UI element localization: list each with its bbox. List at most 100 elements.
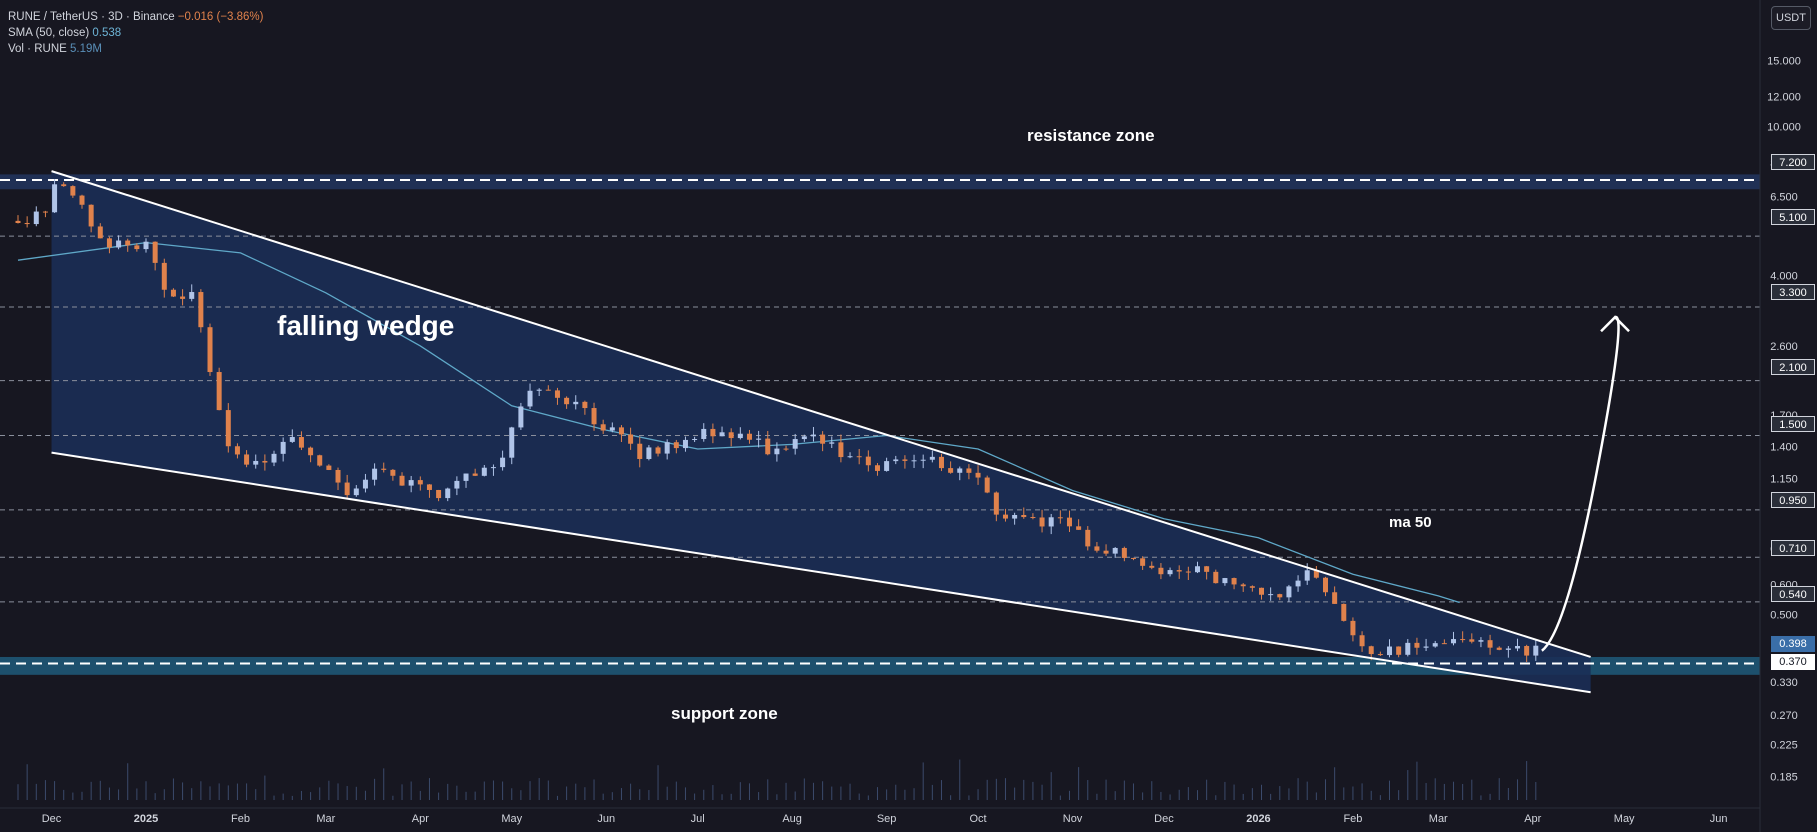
- candle-down: [1350, 620, 1356, 636]
- currency-unit-button[interactable]: USDT: [1771, 6, 1811, 30]
- volume-bar: [438, 792, 440, 800]
- volume-bar: [465, 791, 467, 800]
- candle-down: [170, 289, 176, 297]
- sma-50-line: [17, 241, 1460, 604]
- volume-bar: [639, 789, 641, 800]
- volume-bar: [1178, 789, 1180, 800]
- candle-up: [1505, 648, 1511, 650]
- candle-down: [1158, 567, 1164, 575]
- candle-down: [317, 455, 323, 466]
- time-axis[interactable]: Dec 2025 Feb Mar Apr May Jun Jul Aug Sep Oct Nov Dec…: [42, 813, 1728, 825]
- candle-down: [472, 473, 478, 476]
- candle-up: [737, 433, 743, 439]
- candle-up: [920, 459, 926, 461]
- time-axis-tick: Feb: [1343, 813, 1362, 825]
- volume-bar: [35, 783, 37, 800]
- candle-down: [591, 408, 597, 425]
- price-change: −0.016 (−3.86%): [177, 11, 264, 23]
- volume-bar: [273, 795, 275, 800]
- volume-bar: [1389, 780, 1391, 800]
- volume-bar: [1279, 786, 1281, 800]
- volume-bar: [1206, 779, 1208, 800]
- candle-down: [344, 482, 350, 496]
- candle-up: [1012, 514, 1018, 519]
- candle-down: [1341, 603, 1347, 621]
- falling-wedge-label: falling wedge: [277, 310, 455, 341]
- volume-bar: [547, 780, 549, 800]
- legend-symbol-row[interactable]: RUNE / TetherUS · 3D · Binance −0.016 (−…: [8, 9, 263, 25]
- volume-bar: [657, 765, 659, 800]
- candle-down: [1176, 570, 1182, 572]
- candle-down: [244, 454, 250, 465]
- candle-up: [280, 441, 286, 454]
- candle-up: [1515, 646, 1521, 649]
- volume-bar: [1471, 779, 1473, 800]
- level-price-tag: 0.710: [1771, 540, 1815, 556]
- candle-up: [829, 442, 835, 444]
- volume-value: 5.19M: [70, 43, 102, 55]
- volume-bar: [1498, 778, 1500, 800]
- volume-layer: [17, 759, 1537, 800]
- price-axis-tick: 4.000: [1770, 271, 1798, 283]
- volume-bar: [310, 792, 312, 800]
- candle-down: [984, 477, 990, 493]
- projection-arrow: [1541, 315, 1620, 652]
- candle-up: [372, 468, 378, 480]
- volume-bar: [319, 787, 321, 800]
- volume-bar: [1169, 794, 1171, 800]
- level-price-tag: 5.100: [1771, 209, 1815, 225]
- volume-bar: [191, 788, 193, 800]
- time-axis-tick: Sep: [877, 813, 897, 825]
- candle-down: [1185, 571, 1191, 573]
- volume-bar: [264, 775, 266, 800]
- candle-down: [820, 434, 826, 444]
- candle-up: [362, 479, 368, 489]
- level-price-tag: 3.300: [1771, 284, 1815, 300]
- volume-bar: [968, 795, 970, 800]
- volume-bar: [410, 781, 412, 800]
- volume-bar: [886, 789, 888, 800]
- price-axis-tick: 0.270: [1770, 710, 1798, 722]
- candle-down: [1277, 594, 1283, 598]
- volume-bar: [922, 762, 924, 800]
- resistance-price-tag: 7.200: [1771, 154, 1815, 170]
- volume-bar: [858, 793, 860, 800]
- volume-bar: [666, 786, 668, 800]
- volume-bar: [1196, 790, 1198, 800]
- candle-down: [390, 469, 396, 476]
- candle-down: [554, 390, 560, 398]
- price-axis-tick: 15.000: [1767, 55, 1801, 67]
- volume-bar: [602, 793, 604, 800]
- volume-bar: [54, 781, 56, 800]
- volume-bar: [163, 789, 165, 800]
- legend-volume-row[interactable]: Vol · RUNE 5.19M: [8, 41, 263, 57]
- candle-up: [527, 390, 533, 407]
- volume-bar: [1352, 786, 1354, 800]
- volume-bar: [492, 780, 494, 800]
- volume-bar: [630, 783, 632, 800]
- candle-up: [1405, 642, 1411, 655]
- candle-down: [207, 327, 213, 373]
- candle-up: [253, 460, 259, 465]
- legend-sma-row[interactable]: SMA (50, close) 0.538: [8, 25, 263, 41]
- candle-down: [1469, 639, 1475, 642]
- volume-bar: [1187, 787, 1189, 800]
- candle-down: [161, 262, 167, 290]
- candle-up: [884, 461, 890, 471]
- candle-down: [1066, 517, 1072, 527]
- volume-bar: [694, 793, 696, 800]
- candle-up: [189, 292, 195, 299]
- candle-down: [308, 447, 314, 456]
- candle-down: [1258, 587, 1264, 595]
- candle-down: [655, 447, 661, 454]
- candle-down: [1487, 640, 1493, 648]
- volume-bar: [794, 791, 796, 800]
- volume-bar: [328, 780, 330, 800]
- candle-down: [564, 397, 570, 405]
- candle-down: [1460, 639, 1466, 641]
- volume-bar: [950, 795, 952, 800]
- candle-down: [97, 226, 103, 239]
- volume-bar: [1251, 788, 1253, 800]
- volume-bar: [26, 764, 28, 800]
